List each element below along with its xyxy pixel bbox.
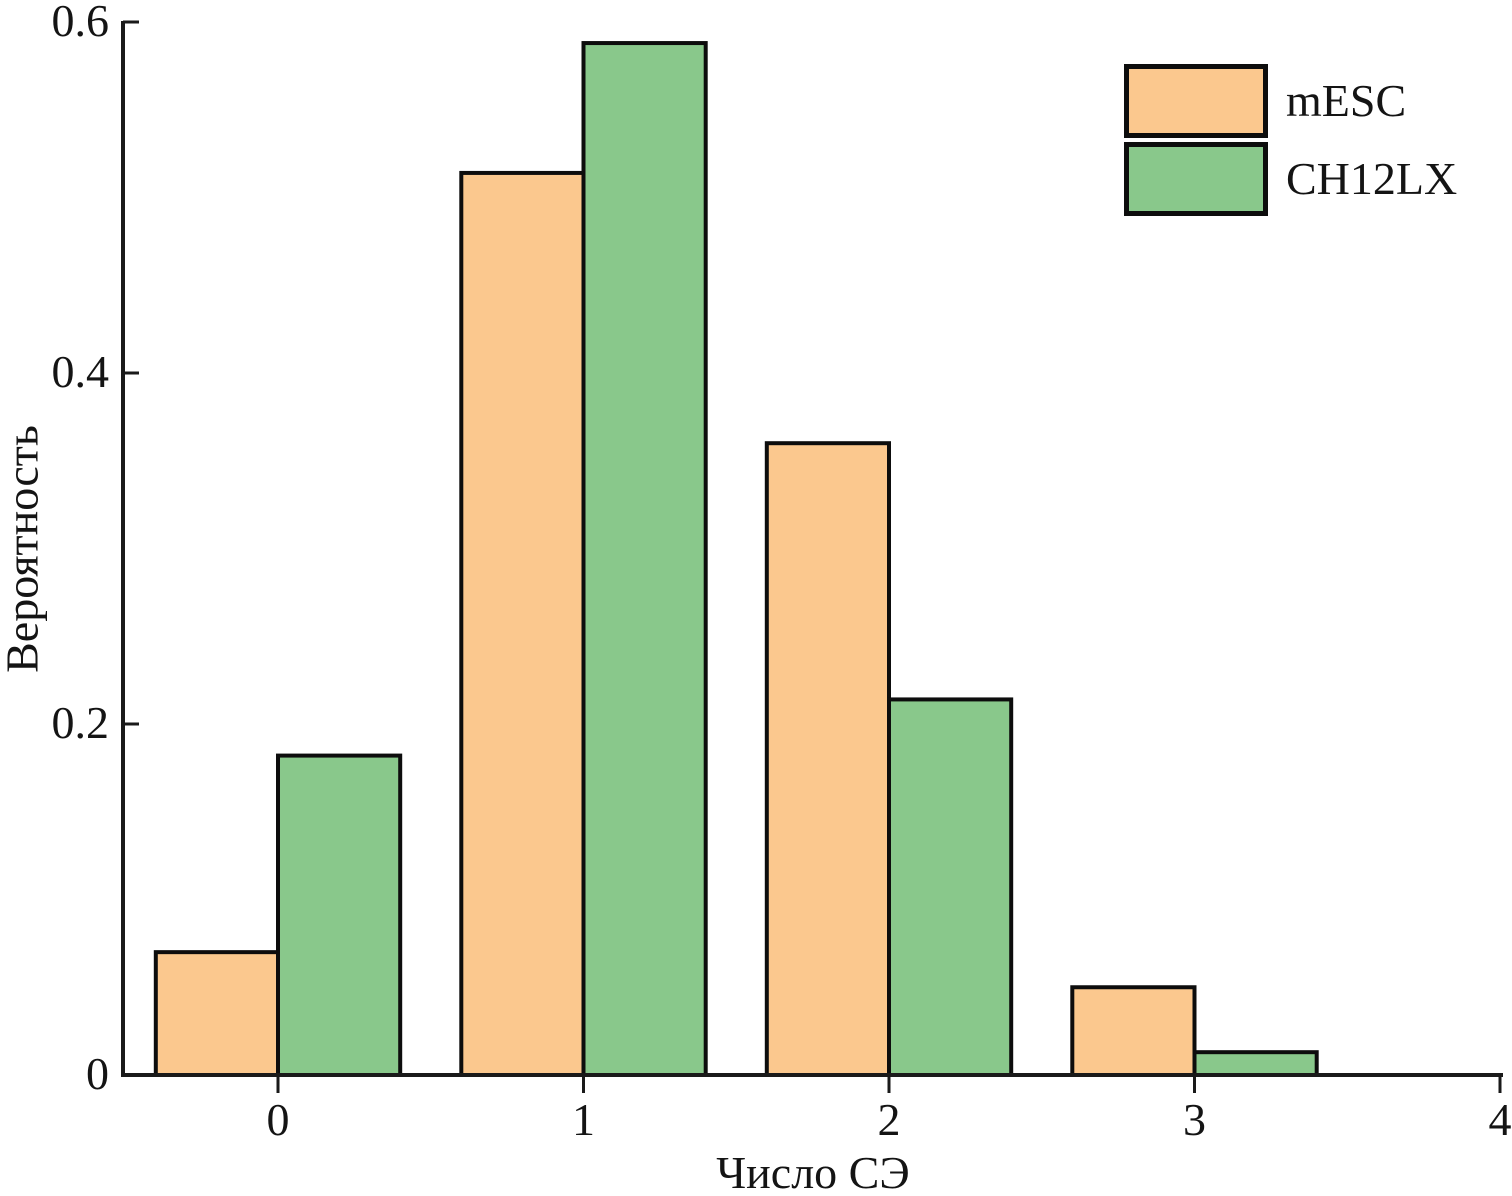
x-tick-label-1: 1 <box>572 1094 595 1145</box>
y-axis-title: Вероятность <box>0 425 48 673</box>
legend-label-mesc: mESC <box>1286 75 1407 126</box>
bar-CH12LX-x3 <box>1192 1050 1319 1078</box>
bar-CH12LX-x0 <box>276 753 403 1078</box>
legend-swatch-ch12lx <box>1124 142 1268 216</box>
bar-mESC-x1 <box>459 170 586 1077</box>
legend-item-mesc: mESC <box>1124 64 1457 138</box>
bar-mESC-x0 <box>153 950 280 1078</box>
y-tick-label-0: 0 <box>86 1048 109 1099</box>
y-tick-label-1: 0.2 <box>52 697 110 748</box>
legend-item-ch12lx: CH12LX <box>1124 142 1457 216</box>
x-tick-label-0: 0 <box>267 1094 290 1145</box>
x-axis-title: Число СЭ <box>716 1147 910 1196</box>
bar-mESC-x3 <box>1070 985 1197 1077</box>
legend-label-ch12lx: CH12LX <box>1286 153 1458 204</box>
bar-mESC-x2 <box>764 441 891 1077</box>
legend: mESC CH12LX <box>1124 64 1457 216</box>
y-tick-label-3: 0.6 <box>52 0 110 46</box>
x-tick-label-2: 2 <box>878 1094 901 1145</box>
bar-CH12LX-x1 <box>581 41 708 1077</box>
legend-swatch-mesc <box>1124 64 1268 138</box>
y-tick-label-2: 0.4 <box>52 346 110 397</box>
bar-CH12LX-x2 <box>887 697 1014 1077</box>
x-tick-label-3: 3 <box>1183 1094 1206 1145</box>
x-tick-label-4: 4 <box>1489 1094 1512 1145</box>
